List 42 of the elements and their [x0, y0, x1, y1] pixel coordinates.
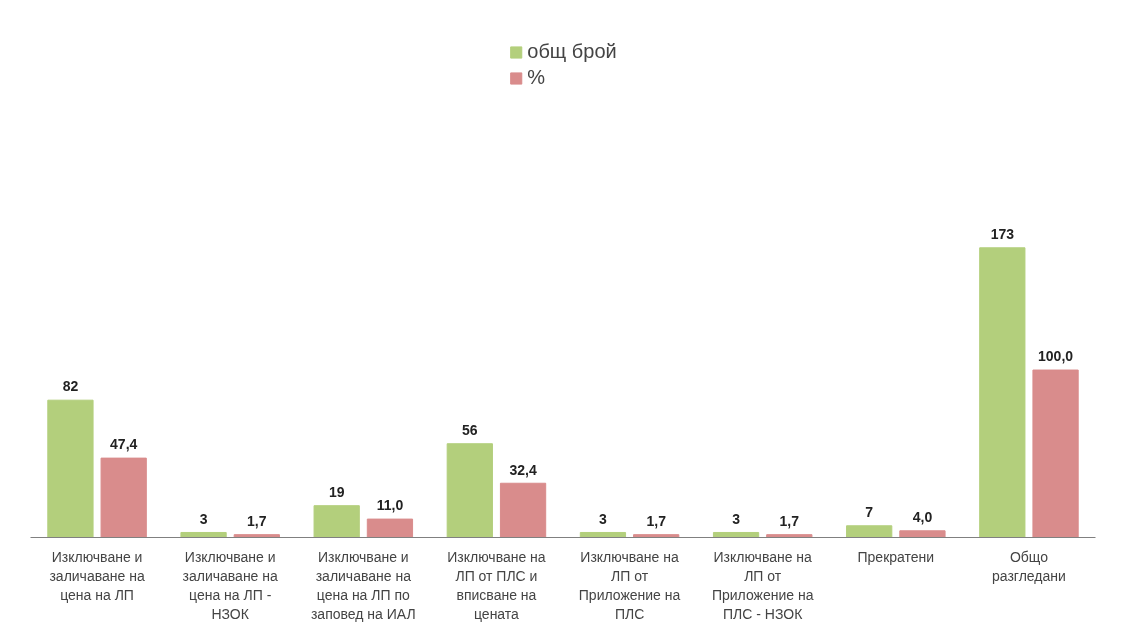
legend-label: общ брой	[527, 40, 617, 63]
bar	[233, 534, 280, 538]
data-label: 7	[865, 504, 874, 521]
data-label: 47,4	[110, 436, 138, 453]
bar	[366, 518, 414, 538]
bar	[766, 534, 813, 538]
bar	[1032, 369, 1079, 538]
bar	[712, 531, 760, 538]
x-tick-label: Изключване на ЛП от Приложение на ПЛС - НЗОК	[711, 548, 814, 623]
x-tick-label: Общо разгледани	[992, 548, 1066, 584]
bar	[446, 443, 493, 538]
data-label: 3	[599, 510, 608, 527]
x-tick-label: Изключване и заличаване на цена на ЛП по заповед на ИАЛ	[310, 548, 416, 623]
bar	[100, 457, 147, 538]
x-tick-label: Изключване и заличаване на цена на ЛП	[49, 548, 145, 603]
bar	[979, 247, 1026, 538]
data-label: 19	[328, 483, 345, 500]
data-label: 3	[732, 510, 741, 527]
data-label: 3	[199, 510, 208, 527]
x-tick-label: Изключване и заличаване на цена на ЛП - НЗОК	[182, 548, 279, 623]
bar	[633, 534, 680, 538]
bar	[180, 531, 227, 538]
data-label: 82	[62, 378, 79, 395]
data-label: 4,0	[912, 509, 933, 526]
data-label: 173	[990, 226, 1015, 243]
data-label: 32,4	[509, 461, 537, 478]
data-label: 1,7	[646, 512, 667, 529]
data-label: 56	[462, 422, 478, 439]
bar	[846, 525, 893, 538]
x-tick-label: Изключване на ЛП от Приложение на ПЛС	[578, 548, 681, 623]
data-label: 1,7	[247, 512, 267, 529]
bar	[313, 505, 360, 538]
bar	[899, 530, 946, 538]
x-tick-label: Изключване на ЛП от ПЛС и вписване на цената	[447, 548, 546, 623]
data-label: 11,0	[376, 497, 404, 514]
bar	[499, 482, 547, 538]
bar	[579, 531, 627, 538]
x-tick-label: Прекратени	[857, 548, 935, 565]
data-label: 1,7	[779, 512, 800, 529]
data-label: 100,0	[1038, 348, 1074, 365]
bar	[47, 399, 94, 538]
legend-label: %	[527, 66, 547, 89]
